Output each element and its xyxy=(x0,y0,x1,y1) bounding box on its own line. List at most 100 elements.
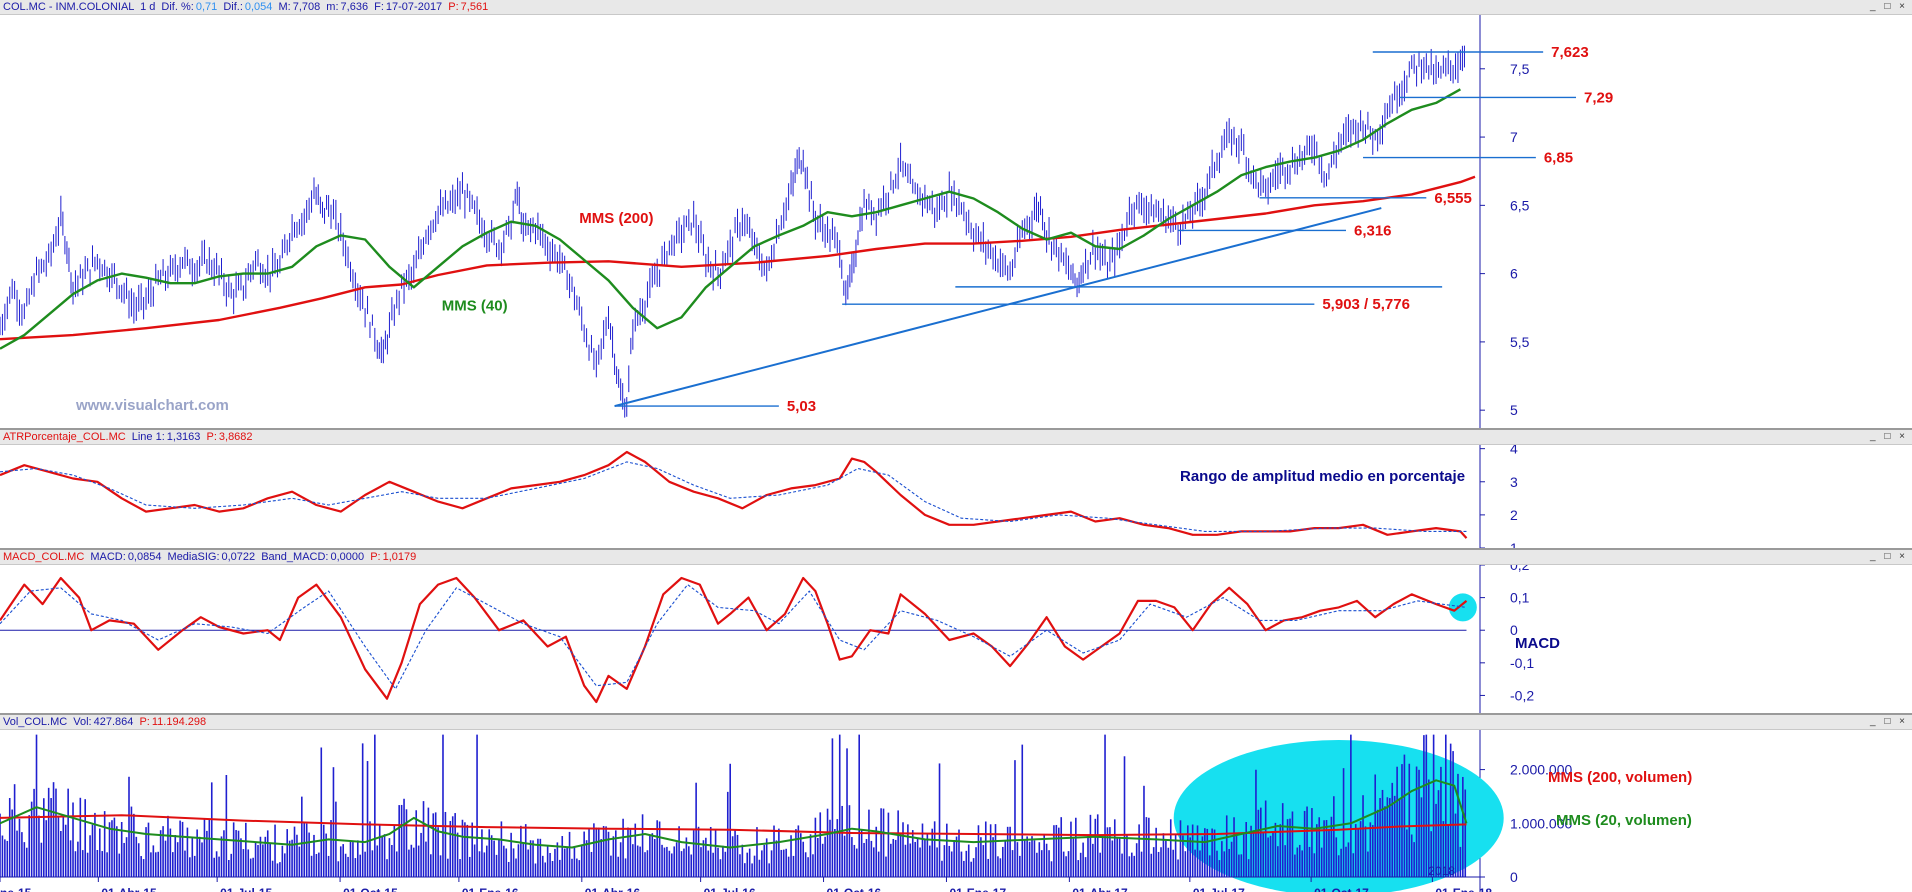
window-buttons[interactable]: _ □ × xyxy=(1870,716,1908,727)
symbol-name: COL.MC - INM.COLONIAL xyxy=(3,1,134,13)
x-tick-label: ne-15 xyxy=(0,886,32,892)
y-tick-label: 6,5 xyxy=(1510,197,1530,213)
volume-ma-1 xyxy=(0,779,1468,849)
volume-chart: 2.000.000 1.000.000 0 MMS (200, volumen) MMS… xyxy=(0,730,1692,892)
volume-panel-header: Vol_COL.MC Vol: 427.864 P: 11.194.298 _ □ … xyxy=(0,715,1912,730)
vol-value: 427.864 xyxy=(93,716,134,728)
level-label: 6,555 xyxy=(1434,190,1472,207)
vol-p-label: P: xyxy=(139,716,150,728)
min-value: 7,636 xyxy=(340,1,369,13)
x-tick-label: 01-Ene-18 xyxy=(1435,886,1492,892)
window-buttons[interactable]: _ □ × xyxy=(1870,551,1908,562)
y-tick-label: 6 xyxy=(1510,266,1518,282)
panel-separator xyxy=(0,548,1912,550)
level-label: 7,29 xyxy=(1584,89,1613,106)
dif-value: 0,054 xyxy=(244,1,273,13)
y-tick-label: 0 xyxy=(1510,622,1518,638)
vol-label: Vol: xyxy=(73,716,92,728)
level-label: 6,316 xyxy=(1354,222,1392,239)
macd-value: 0,0854 xyxy=(127,551,162,563)
y-tick-label: 1 xyxy=(1510,540,1518,550)
y-tick-label: 4 xyxy=(1510,445,1518,457)
window-buttons[interactable]: _ □ × xyxy=(1870,1,1908,12)
level-label: 5,03 xyxy=(787,398,816,415)
macd-p-label: P: xyxy=(370,551,381,563)
level-label: 7,623 xyxy=(1551,44,1589,61)
vol-p-value: 11.194.298 xyxy=(151,716,207,728)
price-panel-header: COL.MC - INM.COLONIAL 1 d Dif. %: 0,71 Di… xyxy=(0,0,1912,15)
atr-panel: ATRPorcentaje_COL.MC Line 1: 1,3163 P: 3,8… xyxy=(0,430,1912,550)
y-tick-label: -0,1 xyxy=(1510,655,1534,671)
max-label: M: xyxy=(278,1,291,13)
x-tick-label: 01-Oct-16 xyxy=(827,886,882,892)
vol-name: Vol_COL.MC xyxy=(3,716,68,728)
vol-mms200-label: MMS (200, volumen) xyxy=(1548,769,1692,786)
level-label: 6,85 xyxy=(1544,150,1573,167)
panel-separator xyxy=(0,428,1912,430)
x-tick-label: 01-Oct-15 xyxy=(343,886,398,892)
y-tick-label: 5 xyxy=(1510,402,1518,418)
atr-line-1 xyxy=(0,461,1467,532)
dif-label: Dif.: xyxy=(223,1,243,13)
atr-line-label: Line 1: xyxy=(131,431,165,443)
macd-line-1 xyxy=(0,584,1467,690)
trendline xyxy=(614,207,1382,408)
volume-panel: Vol_COL.MC Vol: 427.864 P: 11.194.298 _ □ … xyxy=(0,715,1912,892)
y-tick-label: 5,5 xyxy=(1510,334,1530,350)
y-tick-label: 0,2 xyxy=(1510,565,1530,573)
x-tick-label: 01-Jul-17 xyxy=(1193,886,1245,892)
series-annotation: MMS (40) xyxy=(442,297,508,314)
macd-chart: 0,2 0,1 0 -0,1 -0,2 MACD xyxy=(0,565,1560,715)
atr-chart: 4 3 2 1 Rango de amplitud medio en porcentaj… xyxy=(0,445,1518,550)
macd-panel: MACD_COL.MC MACD: 0,0854 MediaSIG: 0,0722 … xyxy=(0,550,1912,715)
y-tick-label: 3 xyxy=(1510,474,1518,490)
x-tick-label: 01-Abr-17 xyxy=(1072,886,1128,892)
atr-line-value: 1,3163 xyxy=(166,431,201,443)
panel-separator xyxy=(0,713,1912,715)
series-line-mms-40- xyxy=(0,88,1461,350)
price-chart: 7,5 7 6,5 6 5,5 5 www.visualchart.com 7,623 7,29… xyxy=(0,15,1613,430)
macd-line-0 xyxy=(0,576,1468,704)
y-tick-label: 0,1 xyxy=(1510,590,1530,606)
min-label: m: xyxy=(326,1,339,13)
x-tick-label: 01-Ene-16 xyxy=(462,886,519,892)
x-tick-label: 01-Jul-15 xyxy=(220,886,272,892)
x-tick-label: 01-Abr-16 xyxy=(585,886,641,892)
watermark: www.visualchart.com xyxy=(75,397,229,414)
dif-pct-label: Dif. %: xyxy=(161,1,194,13)
macd-label: MACD: xyxy=(90,551,126,563)
atr-annotation: Rango de amplitud medio en porcentaje xyxy=(1180,468,1465,485)
max-value: 7,708 xyxy=(292,1,321,13)
x-year-label: 2018 xyxy=(1428,864,1455,878)
x-tick-label: 01-Ene-17 xyxy=(949,886,1006,892)
period: 1 d xyxy=(140,1,156,13)
x-tick-label: 01-Oct-17 xyxy=(1314,886,1369,892)
series-annotation: MMS (200) xyxy=(579,210,653,227)
macd-sig-value: 0,0722 xyxy=(221,551,256,563)
y-tick-label: 2.000.000 xyxy=(1510,762,1572,778)
y-tick-label: 7,5 xyxy=(1510,61,1530,77)
date-value: 17-07-2017 xyxy=(385,1,443,13)
dif-pct-value: 0,71 xyxy=(195,1,218,13)
macd-band-value: 0,0000 xyxy=(330,551,365,563)
vol-mms20-label: MMS (20, volumen) xyxy=(1556,812,1692,829)
price-label: P: xyxy=(448,1,459,13)
macd-panel-header: MACD_COL.MC MACD: 0,0854 MediaSIG: 0,0722 … xyxy=(0,550,1912,565)
price-value: 7,561 xyxy=(460,1,489,13)
macd-band-label: Band_MACD: xyxy=(261,551,329,563)
x-tick-label: 01-Jul-16 xyxy=(704,886,756,892)
macd-name: MACD_COL.MC xyxy=(3,551,85,563)
window-buttons[interactable]: _ □ × xyxy=(1870,431,1908,442)
level-label: 5,903 / 5,776 xyxy=(1322,296,1410,313)
atr-p-value: 3,8682 xyxy=(218,431,253,443)
volume-ma-0 xyxy=(0,814,1467,837)
atr-name: ATRPorcentaje_COL.MC xyxy=(3,431,126,443)
y-tick-label: 2 xyxy=(1510,507,1518,523)
y-tick-label: 1.000.000 xyxy=(1510,815,1572,831)
price-panel: COL.MC - INM.COLONIAL 1 d Dif. %: 0,71 Di… xyxy=(0,0,1912,430)
y-tick-label: 7 xyxy=(1510,129,1518,145)
atr-panel-header: ATRPorcentaje_COL.MC Line 1: 1,3163 P: 3,8… xyxy=(0,430,1912,445)
y-tick-label: -0,2 xyxy=(1510,687,1534,703)
atr-p-label: P: xyxy=(206,431,217,443)
macd-p-value: 1,0179 xyxy=(382,551,417,563)
